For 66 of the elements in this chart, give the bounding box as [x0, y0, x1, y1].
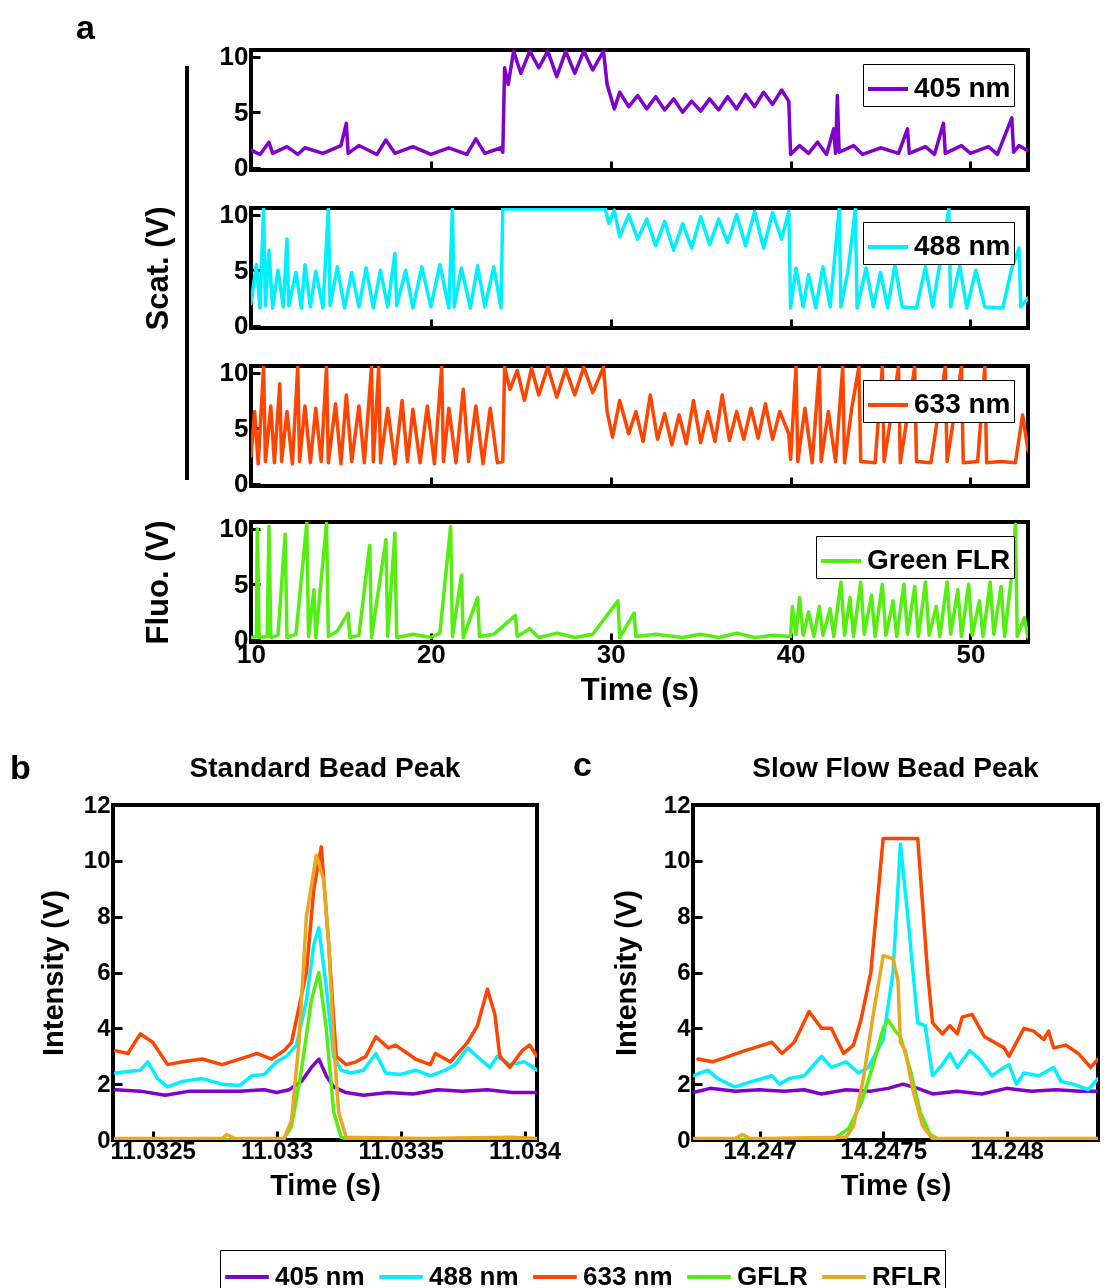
line-series [113, 1057, 537, 1098]
y-tick-label: 5 [234, 568, 249, 599]
y-tick-label: 12 [663, 790, 691, 818]
y-tick-label: 10 [219, 513, 249, 544]
y-axis-title: Scat. (V) [139, 206, 175, 331]
line-series [693, 1082, 1098, 1096]
legend-label: 633 nm [914, 388, 1011, 419]
x-axis-title: Time (s) [270, 1168, 381, 1201]
x-tick-label: 50 [956, 638, 986, 669]
y-tick-label: 5 [234, 96, 249, 127]
x-axis-title: Time (s) [580, 671, 700, 707]
legend-label: Green FLR [867, 544, 1011, 575]
x-axis-title: Time (s) [840, 1168, 952, 1201]
legend-label: RFLR [872, 1261, 942, 1288]
x-tick-label: 14.248 [970, 1136, 1044, 1164]
y-tick-label: 0 [97, 1125, 111, 1153]
text: c [573, 745, 592, 784]
legend-label: 488 nm [914, 230, 1011, 261]
x-tick-label: 14.2475 [840, 1136, 928, 1164]
line-series [113, 926, 537, 1089]
x-tick-label: 11.034 [489, 1136, 562, 1164]
y-tick-label: 0 [234, 152, 249, 183]
legend-label: 633 nm [583, 1261, 673, 1288]
y-axis-title: Intensity (V) [36, 890, 69, 1056]
line-series [113, 853, 537, 1140]
legend-label: 405 nm [914, 72, 1011, 103]
y-tick-label: 2 [97, 1069, 111, 1097]
y-tick-label: 5 [234, 254, 249, 285]
y-tick-label: 6 [677, 958, 691, 985]
y-tick-label: 4 [677, 1013, 692, 1041]
chart-title: Slow Flow Bead Peak [752, 752, 1040, 783]
line-series [251, 50, 1028, 157]
y-tick-label: 10 [83, 846, 111, 874]
chart-title: Standard Bead Peak [189, 752, 461, 783]
x-tick-label: 30 [596, 638, 626, 669]
y-tick-label: 8 [677, 902, 691, 930]
y-axis-title: Fluo. (V) [139, 520, 175, 645]
y-tick-label: 10 [219, 357, 249, 388]
y-tick-label: 0 [234, 310, 249, 341]
text: b [10, 748, 31, 787]
y-tick-label: 2 [677, 1069, 691, 1097]
x-tick-label: 11.0325 [110, 1136, 196, 1164]
line-series [251, 208, 1028, 310]
y-tick-label: 0 [677, 1125, 691, 1153]
y-tick-label: 12 [83, 790, 111, 818]
line-series [251, 522, 1028, 640]
x-tick-label: 40 [776, 638, 806, 669]
y-tick-label: 5 [234, 412, 249, 443]
x-tick-label: 20 [416, 638, 446, 669]
y-tick-label: 10 [219, 41, 249, 72]
legend-label: 488 nm [429, 1261, 519, 1288]
x-tick-label: 11.033 [241, 1136, 314, 1164]
y-tick-label: 10 [663, 846, 691, 874]
x-tick-label: 11.0335 [358, 1136, 444, 1164]
y-axis-title: Intensity (V) [609, 890, 642, 1056]
y-tick-label: 6 [97, 958, 111, 985]
legend-label: 405 nm [275, 1261, 365, 1288]
y-tick-label: 4 [97, 1013, 112, 1041]
x-tick-label: 14.247 [723, 1136, 797, 1164]
y-tick-label: 10 [219, 199, 249, 230]
text: a [76, 8, 95, 47]
line-series [693, 954, 1098, 1140]
line-series [251, 366, 1028, 466]
y-tick-label: 0 [234, 468, 249, 499]
legend-label: GFLR [737, 1261, 808, 1288]
y-tick-label: 8 [97, 902, 111, 930]
